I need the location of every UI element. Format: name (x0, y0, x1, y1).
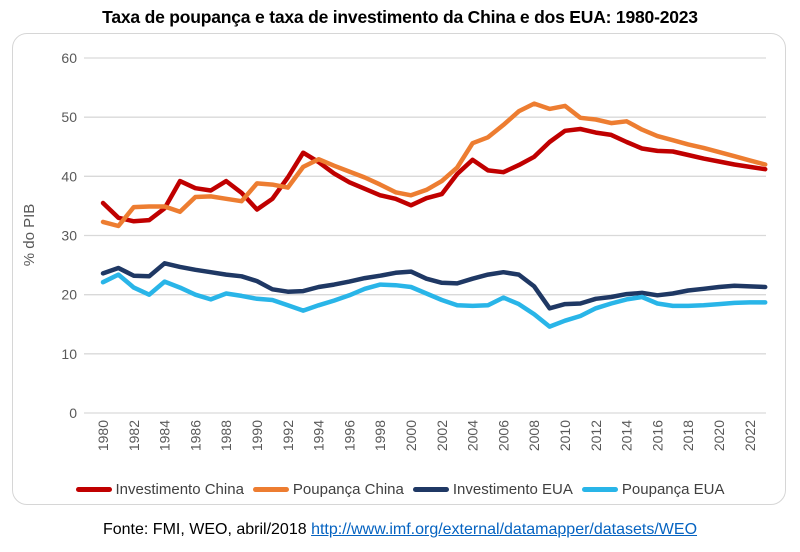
x-tick-label-1988: 1988 (218, 420, 234, 451)
legend-item-poupanca-china: Poupança China (252, 481, 404, 498)
x-tick-label-1980: 1980 (95, 420, 111, 451)
x-tick-label-2016: 2016 (649, 420, 665, 451)
legend-item-investimento-eua: Investimento EUA (412, 481, 573, 498)
x-tick-label-2000: 2000 (403, 420, 419, 451)
y-tick-label-0: 0 (69, 405, 77, 421)
chart-legend: Investimento China Poupança China Investim… (0, 481, 800, 498)
x-tick-label-1994: 1994 (311, 420, 327, 451)
legend-swatch-investimento-eua-icon (412, 487, 449, 492)
series-line-investimento-china (100, 126, 768, 224)
x-tick-label-2012: 2012 (588, 420, 604, 451)
source-link[interactable]: http://www.imf.org/external/datamapper/d… (311, 521, 698, 538)
y-tick-label-10: 10 (61, 346, 77, 362)
legend-item-poupanca-eua: Poupança EUA (581, 481, 725, 498)
legend-label-investimento-eua: Investimento EUA (452, 481, 573, 498)
y-tick-label-50: 50 (61, 109, 77, 125)
legend-swatch-poupanca-eua-icon (581, 487, 618, 492)
x-tick-label-2014: 2014 (619, 420, 635, 451)
plot-card (12, 33, 786, 505)
series-line-poupanca-china (100, 101, 768, 229)
y-tick-label-60: 60 (61, 50, 77, 66)
y-tick-label-20: 20 (61, 287, 77, 303)
chart-title: Taxa de poupança e taxa de investimento … (102, 7, 698, 27)
legend-swatch-investimento-china-icon (75, 487, 112, 492)
x-tick-label-1982: 1982 (126, 420, 142, 451)
x-tick-label-1990: 1990 (249, 420, 265, 451)
x-tick-label-2008: 2008 (526, 420, 542, 451)
x-tick-label-1984: 1984 (157, 420, 173, 451)
legend-label-poupanca-eua: Poupança EUA (621, 481, 725, 498)
y-tick-label-40: 40 (61, 168, 77, 184)
x-tick-label-1996: 1996 (341, 420, 357, 451)
source-text: Fonte: FMI, WEO, abril/2018 (102, 521, 307, 538)
x-tick-label-2006: 2006 (495, 420, 511, 451)
x-tick-label-2010: 2010 (557, 420, 573, 451)
legend-swatch-poupanca-china-icon (252, 487, 289, 492)
legend-item-investimento-china: Investimento China (75, 481, 244, 498)
x-tick-label-2002: 2002 (434, 420, 450, 451)
series-line-poupanca-eua (100, 272, 768, 329)
x-tick-label-1986: 1986 (187, 420, 203, 451)
x-tick-label-2020: 2020 (711, 420, 727, 451)
x-tick-label-2018: 2018 (680, 420, 696, 451)
legend-label-poupanca-china: Poupança China (292, 481, 404, 498)
series-line-investimento-eua (100, 261, 768, 311)
legend-label-investimento-china: Investimento China (115, 481, 244, 498)
y-axis-title: % do PIB (21, 204, 38, 267)
x-tick-label-1992: 1992 (280, 420, 296, 451)
source-footer: Fonte: FMI, WEO, abril/2018 http://www.i… (0, 521, 800, 539)
x-tick-label-1998: 1998 (372, 420, 388, 451)
y-tick-label-30: 30 (61, 228, 77, 244)
x-tick-label-2022: 2022 (742, 420, 758, 451)
x-tick-label-2004: 2004 (465, 420, 481, 451)
